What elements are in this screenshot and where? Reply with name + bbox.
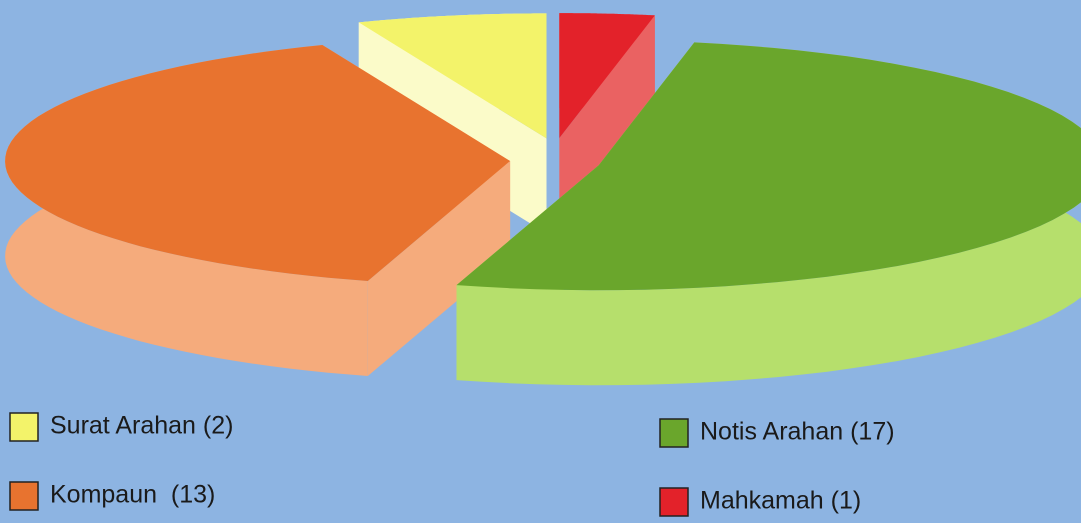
legend-label: Surat Arahan (2): [50, 412, 233, 440]
legend-swatch: [9, 481, 39, 511]
slice: [5, 45, 511, 281]
slice: [358, 13, 547, 139]
legend-swatch: [659, 418, 689, 448]
legend-swatch: [9, 412, 39, 442]
legend-label: Mahkamah (1): [700, 487, 861, 515]
slice: [559, 13, 655, 139]
slice: [456, 42, 1081, 291]
legend-label: Notis Arahan (17): [700, 418, 895, 446]
legend-label: Kompaun (13): [50, 481, 215, 509]
legend-swatch: [659, 487, 689, 517]
